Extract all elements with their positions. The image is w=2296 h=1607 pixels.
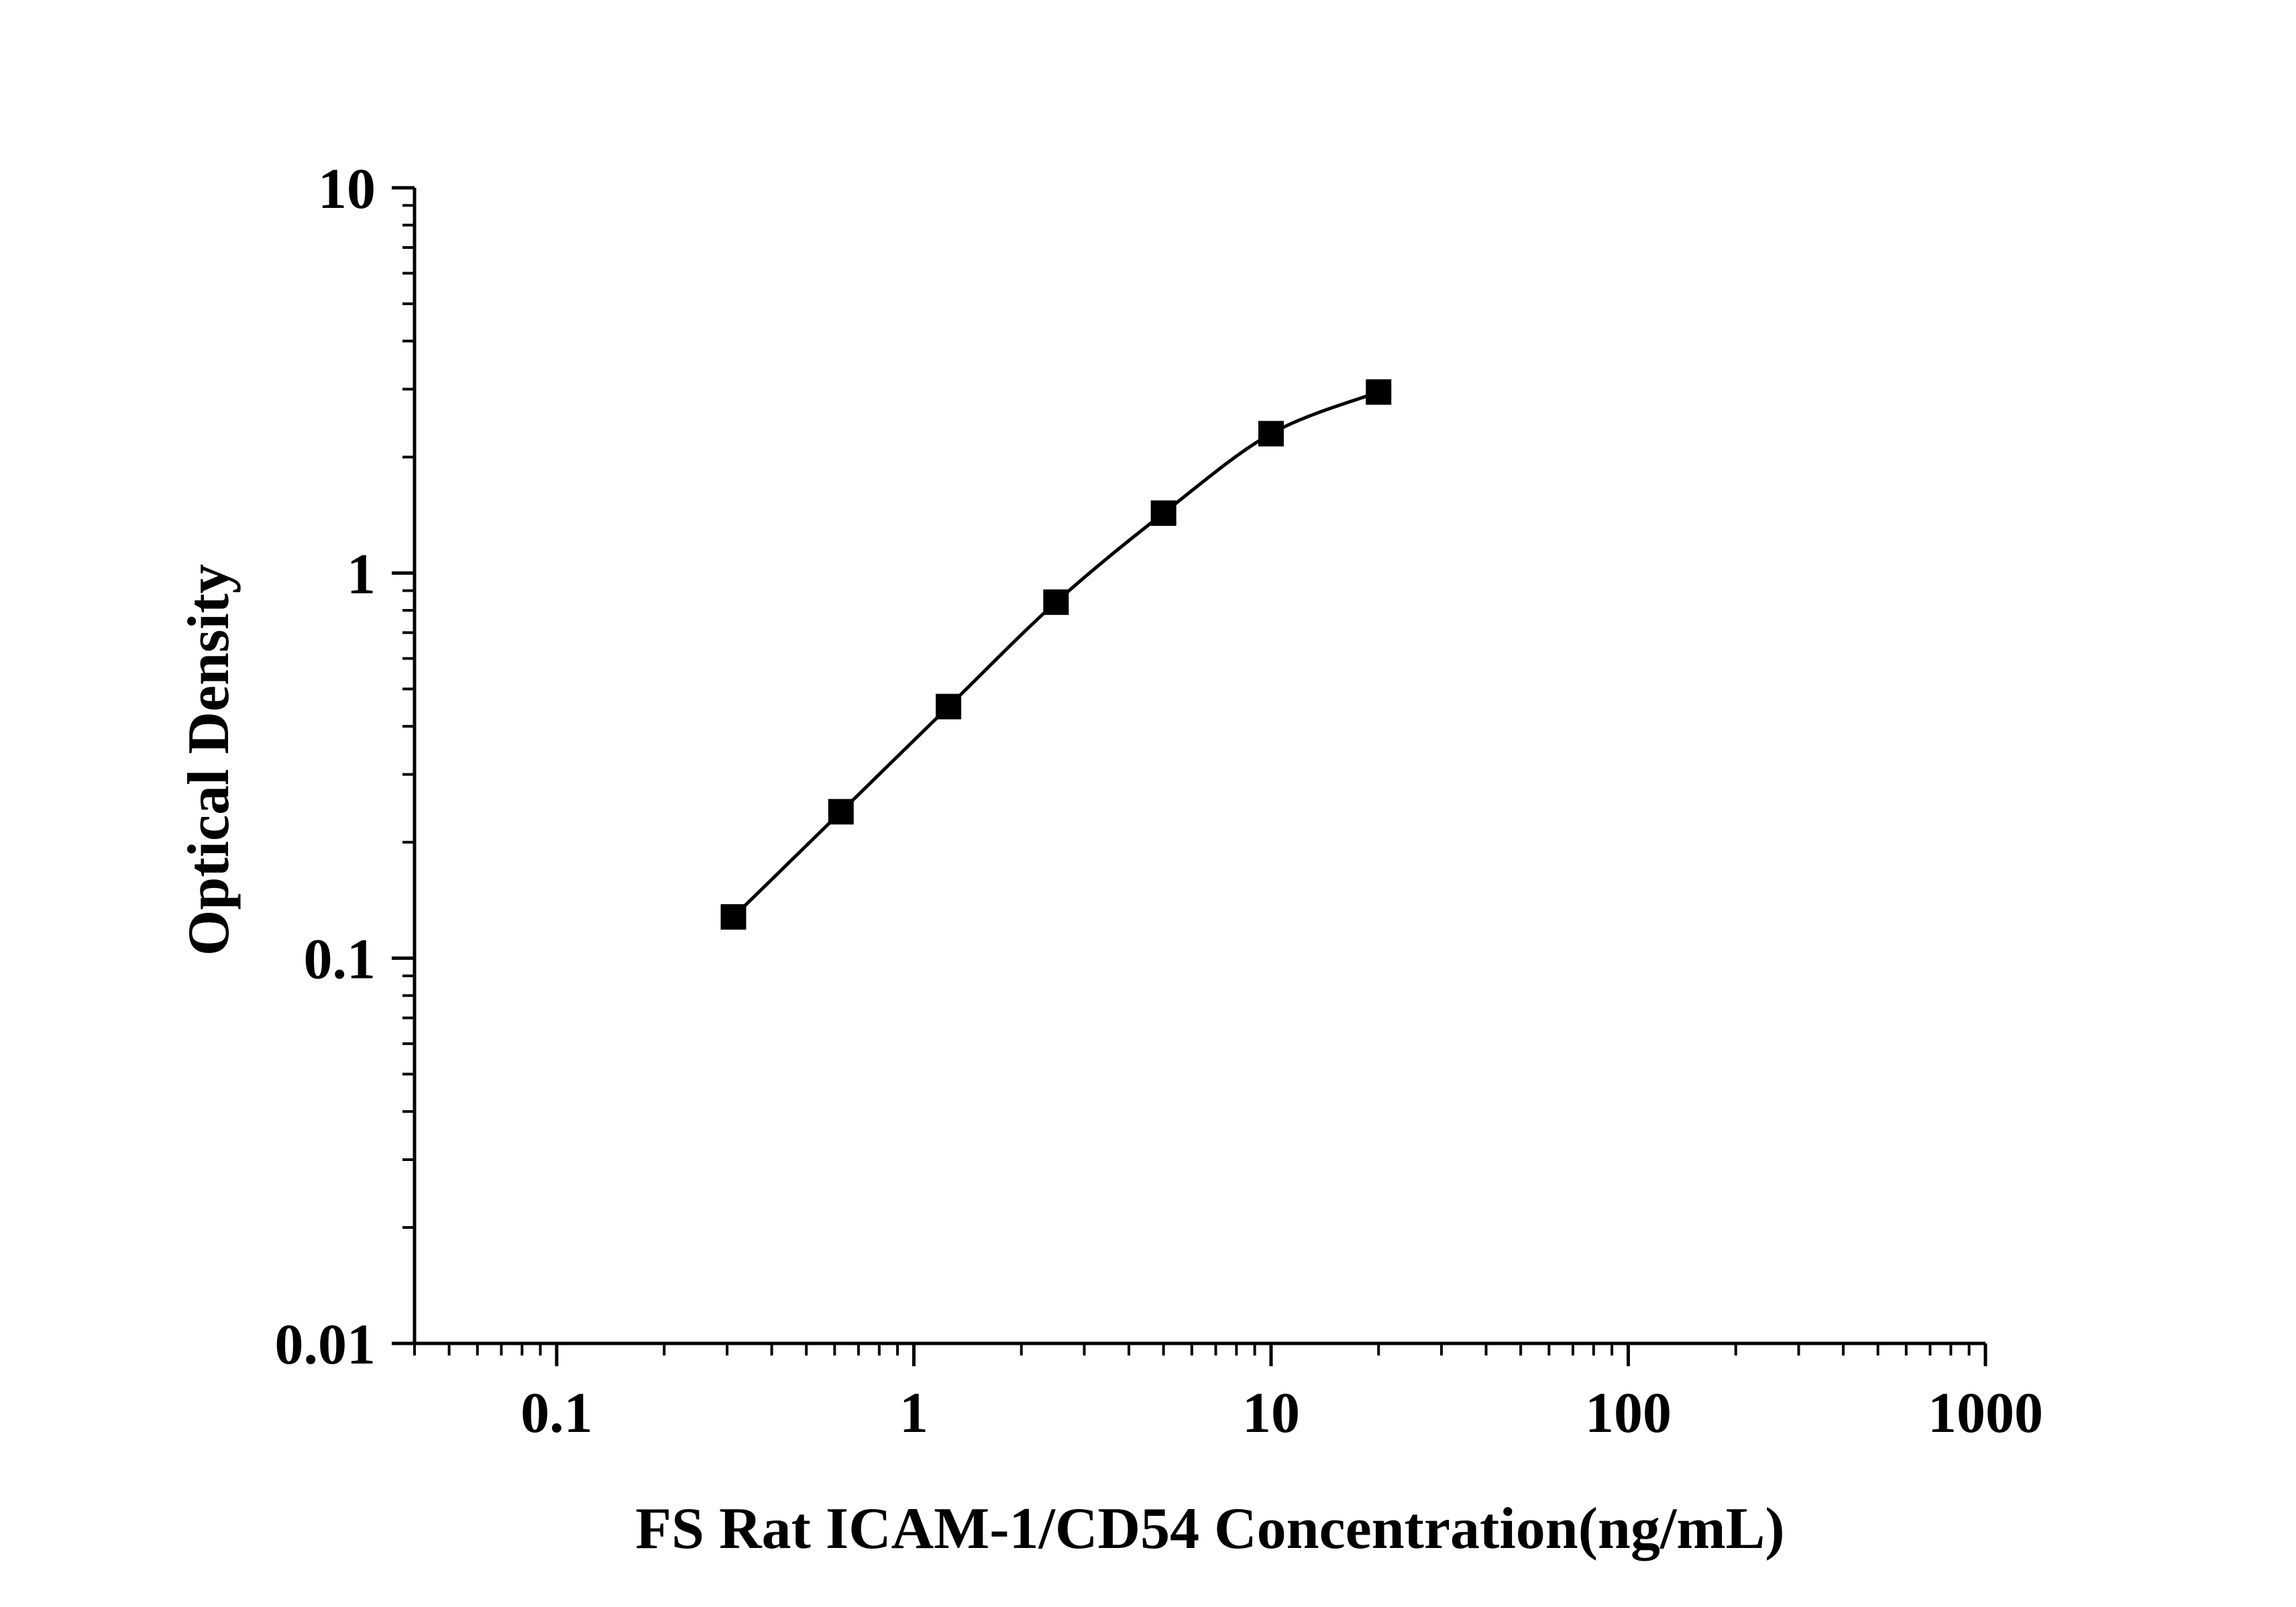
x-tick-label: 0.1 <box>521 1380 593 1445</box>
axes <box>413 188 1985 1345</box>
x-tick-label: 100 <box>1585 1380 1672 1445</box>
data-point-marker <box>1366 379 1392 405</box>
x-tick-label: 10 <box>1242 1380 1300 1445</box>
data-point-marker <box>936 694 962 720</box>
data-point-marker <box>720 904 747 930</box>
x-tick-label: 1 <box>899 1380 928 1445</box>
data-point-marker <box>1150 500 1177 527</box>
data-point-marker <box>828 799 854 825</box>
tick-marks <box>392 186 1987 1366</box>
tick-labels: 0.1 1 10 100 1000 0.01 0.1 1 10 <box>275 156 2044 1445</box>
y-tick-label: 0.01 <box>275 1312 376 1376</box>
x-tick-label: 1000 <box>1928 1380 2043 1445</box>
y-tick-label: 1 <box>347 541 376 606</box>
y-axis-title: Optical Density <box>176 564 241 956</box>
y-tick-label: 0.1 <box>304 927 376 991</box>
data-series <box>720 379 1392 930</box>
y-tick-label: 10 <box>318 156 376 221</box>
x-axis-title: FS Rat ICAM-1/CD54 Concentration(ng/mL) <box>635 1496 1784 1561</box>
data-point-marker <box>1258 421 1284 447</box>
series-line <box>732 390 1380 918</box>
data-point-marker <box>1043 589 1069 615</box>
